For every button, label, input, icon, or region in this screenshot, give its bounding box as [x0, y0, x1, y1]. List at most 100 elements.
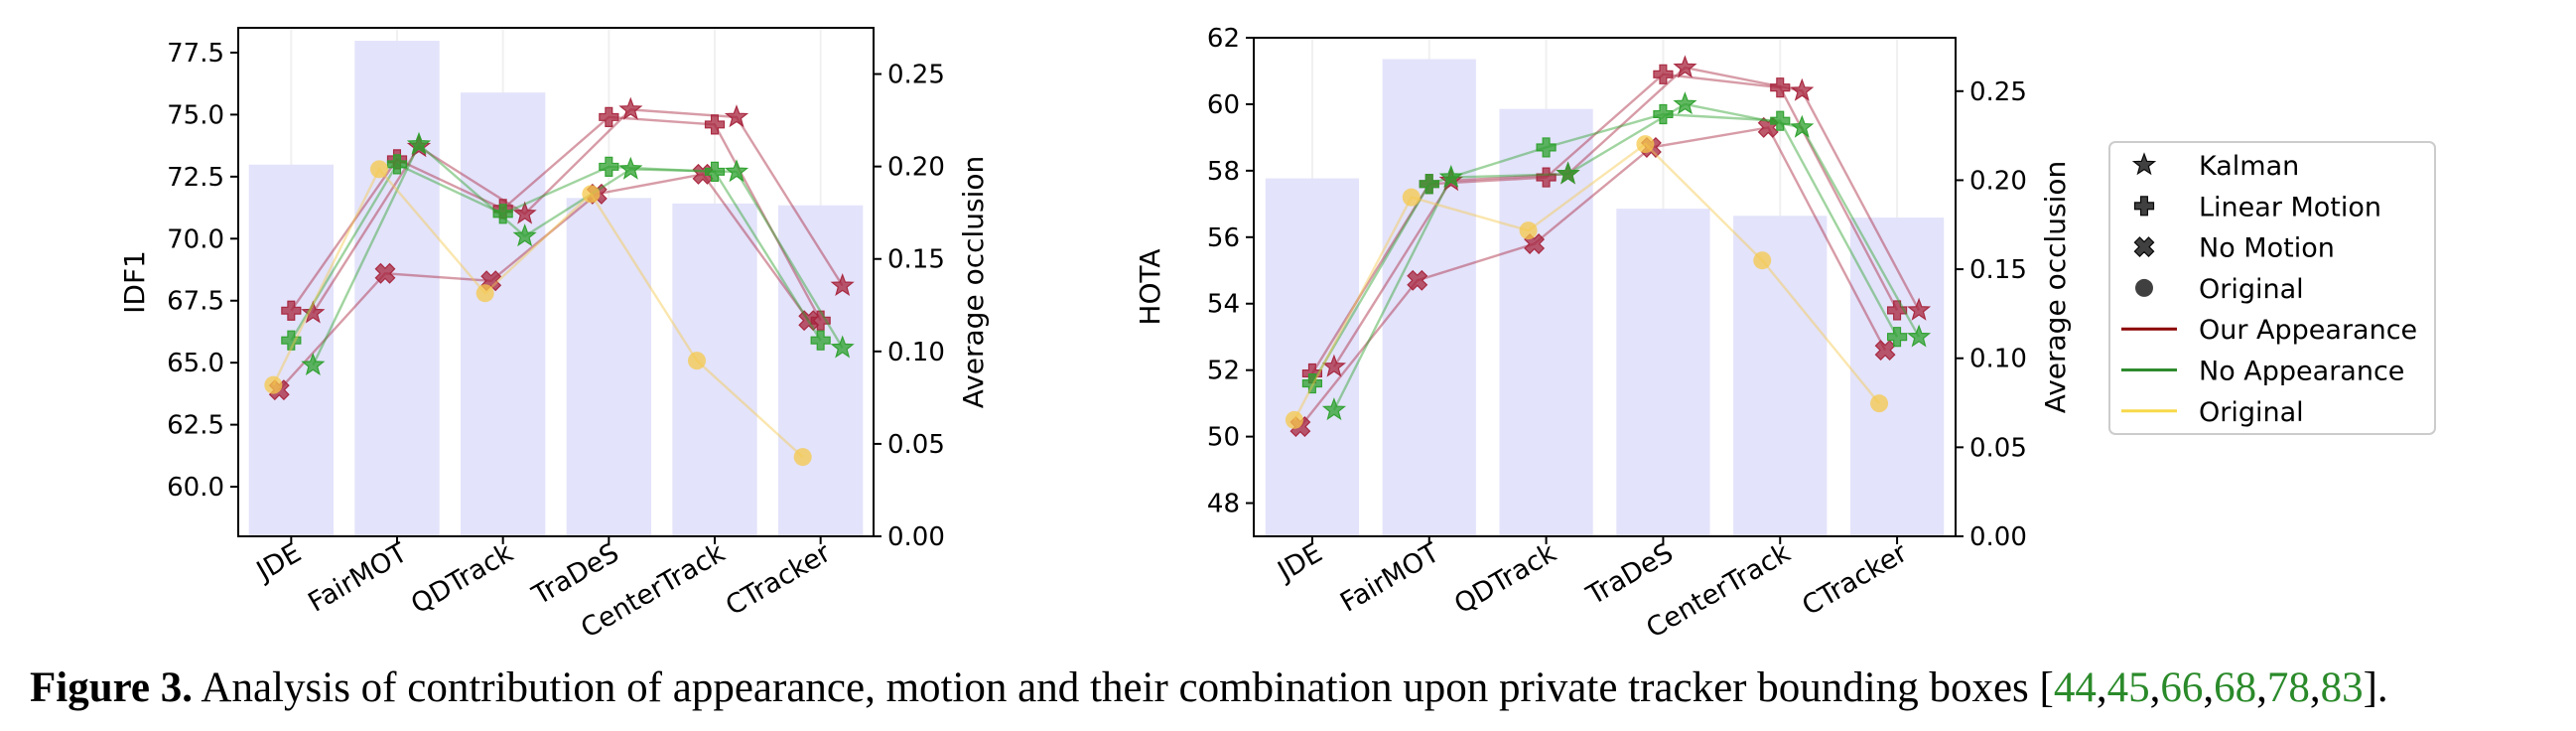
plus-legend-icon [2133, 196, 2155, 217]
data-point [1886, 327, 1908, 348]
data-point [264, 375, 283, 394]
data-point [301, 300, 326, 324]
data-point [1653, 103, 1674, 125]
caption-ref[interactable]: 66 [2160, 664, 2204, 711]
y-right-tick-label: 0.10 [887, 338, 945, 367]
y-tick-label: 48 [1207, 490, 1240, 519]
figure-caption: Figure 3. Analysis of contribution of ap… [30, 664, 2388, 711]
y-right-tick-label: 0.10 [1969, 345, 2027, 374]
y-tick-label: 67.5 [167, 287, 224, 317]
x-tick-label: CTracker [721, 537, 837, 622]
data-point [1906, 324, 1932, 348]
caption-ref[interactable]: 45 [2106, 664, 2150, 711]
data-point [798, 310, 820, 332]
data-point [1536, 167, 1557, 188]
caption-text: Analysis of contribution of appearance, … [201, 664, 2054, 711]
caption-ref[interactable]: 68 [2214, 664, 2257, 711]
y-right-tick-label: 0.15 [887, 245, 945, 275]
hota-chart: 48 50 52 54 56 58 60 62 0.00 0.05 0.10 0.15 0.20 0.25… [1134, 24, 2072, 645]
series-line [1292, 142, 1881, 421]
data-point [281, 300, 302, 321]
data-point [810, 330, 831, 351]
occlusion-bar [1733, 216, 1828, 537]
data-point [724, 104, 749, 128]
data-point [1770, 77, 1791, 98]
occlusion-bar [778, 205, 864, 536]
data-point [599, 106, 619, 128]
data-point [512, 201, 537, 224]
series-line [272, 167, 804, 458]
data-point [793, 448, 812, 467]
data-point [599, 156, 619, 177]
occlusion-bar [354, 41, 440, 537]
data-point [281, 330, 302, 351]
y-right-tick-label: 0.15 [1969, 255, 2027, 285]
caption-end: ]. [2363, 664, 2388, 711]
axes-frame [237, 27, 875, 537]
data-point [1906, 297, 1932, 321]
data-point [830, 272, 855, 296]
series-line [312, 108, 844, 314]
y-right-tick-label: 0.20 [1969, 166, 2027, 196]
legend: Kalman Linear Motion No Motion Original Our … [2108, 141, 2436, 435]
x-tick-label: QDTrack [406, 537, 518, 620]
caption-ref[interactable]: 78 [2266, 664, 2310, 711]
occlusion-bar [1265, 178, 1360, 536]
y-right-tick-label: 0.00 [1969, 522, 2027, 552]
data-point [1536, 137, 1557, 158]
series-line [1298, 126, 1887, 428]
data-point [1402, 188, 1421, 207]
series-line [290, 115, 822, 322]
data-point [1556, 161, 1580, 185]
y-tick-label: 62 [1207, 24, 1240, 54]
caption-ref[interactable]: 83 [2320, 664, 2364, 711]
y-tick-label: 77.5 [167, 39, 224, 69]
data-point [1874, 340, 1896, 362]
y-right-tick-label: 0.25 [1969, 77, 2027, 107]
data-point [1407, 269, 1428, 291]
y-tick-label: 75.0 [167, 100, 224, 130]
x-tick-label: JDE [1271, 537, 1327, 588]
y-tick-label: 72.5 [167, 163, 224, 193]
legend-label: Our Appearance [2199, 315, 2417, 346]
data-point [1419, 174, 1439, 195]
y-tick-label: 62.5 [167, 411, 224, 441]
x-tick-label: QDTrack [1449, 537, 1561, 620]
data-point [1673, 55, 1697, 78]
y-right-axis-label: Average occlusion [957, 156, 990, 409]
data-point [1673, 91, 1697, 115]
y-right-tick-label: 0.05 [1969, 433, 2027, 463]
legend-label: Linear Motion [2199, 192, 2381, 222]
star-legend-icon [2131, 152, 2157, 176]
series-line [290, 162, 822, 342]
data-point [406, 131, 432, 155]
y-right-axis-label: Average occlusion [2039, 161, 2072, 414]
occlusion-bar [248, 164, 334, 537]
series-line [312, 142, 844, 366]
y-axis-label: HOTA [1134, 248, 1166, 325]
occlusion-bar [672, 203, 757, 536]
data-point [374, 262, 396, 284]
legend-label: No Motion [2199, 233, 2335, 264]
axes-frame [1253, 37, 1957, 537]
data-point [704, 161, 726, 182]
y-tick-label: 65.0 [167, 349, 224, 378]
y-tick-label: 52 [1207, 357, 1240, 386]
data-point [301, 352, 326, 375]
data-point [512, 223, 537, 247]
caption-ref[interactable]: 44 [2053, 664, 2097, 711]
data-point [1753, 251, 1772, 270]
x-tick-label: CTracker [1797, 537, 1913, 622]
y-tick-label: 50 [1207, 423, 1240, 453]
caption-label: Figure 3. [30, 664, 194, 711]
y-tick-label: 56 [1207, 223, 1240, 253]
occlusion-bar [1616, 209, 1710, 536]
data-point [1301, 372, 1323, 394]
data-point [1653, 64, 1674, 84]
data-point [386, 154, 408, 175]
series-line [1310, 112, 1899, 384]
legend-label: Original [2199, 274, 2304, 305]
data-point [830, 335, 855, 359]
data-point [582, 185, 601, 204]
